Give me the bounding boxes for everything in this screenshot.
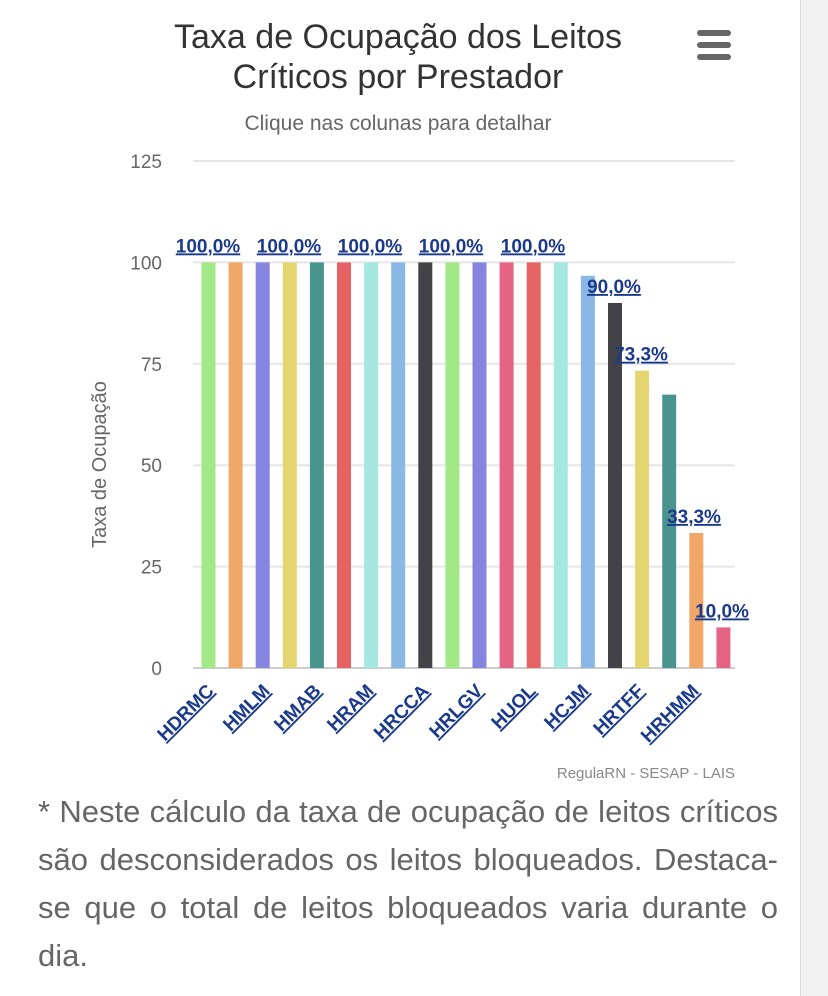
bar-1[interactable]: [201, 262, 216, 668]
data-label[interactable]: 100,0%: [338, 236, 403, 257]
bar-4[interactable]: [282, 262, 297, 668]
bar-8[interactable]: [391, 262, 406, 668]
bar-11[interactable]: [472, 262, 487, 668]
hamburger-icon: [697, 30, 731, 36]
data-label[interactable]: 33,3%: [667, 507, 721, 528]
data-label[interactable]: 100,0%: [257, 236, 322, 257]
card-border: [800, 0, 801, 996]
x-category-label[interactable]: HMAB: [270, 681, 325, 736]
bar-2[interactable]: [228, 262, 243, 668]
x-category-label[interactable]: HDRMC: [154, 680, 219, 745]
y-tick-label: 0: [151, 659, 162, 680]
bar-9[interactable]: [418, 262, 433, 668]
data-label[interactable]: 100,0%: [501, 236, 566, 257]
x-category-label[interactable]: HRLGV: [426, 680, 488, 742]
data-label[interactable]: 73,3%: [614, 345, 668, 366]
chart-title-line-2: Críticos por Prestador: [232, 58, 564, 96]
x-category-label[interactable]: HCJM: [541, 681, 594, 734]
chart-menu-button[interactable]: [690, 26, 738, 64]
bar-12[interactable]: [499, 262, 514, 668]
y-tick-label: 125: [130, 152, 162, 173]
y-tick-label: 25: [141, 558, 162, 579]
x-category-label[interactable]: HMLM: [219, 681, 274, 736]
bar-10[interactable]: [445, 262, 460, 668]
bar-20[interactable]: [716, 627, 731, 668]
hamburger-icon-line: [697, 54, 731, 60]
footnote-text: * Neste cálculo da taxa de ocupação de l…: [38, 794, 778, 973]
x-category-label[interactable]: HRCCA: [370, 680, 434, 744]
data-label[interactable]: 90,0%: [587, 277, 641, 298]
bar-19[interactable]: [689, 532, 704, 668]
data-label[interactable]: 100,0%: [176, 236, 241, 257]
x-category-label[interactable]: HRHMM: [637, 681, 703, 747]
bar-14[interactable]: [553, 262, 568, 668]
y-tick-label: 50: [141, 456, 162, 477]
bar-17[interactable]: [635, 370, 650, 668]
bar-13[interactable]: [526, 262, 541, 668]
bar-3[interactable]: [255, 262, 270, 668]
y-axis-label: Taxa de Ocupação: [89, 381, 111, 548]
bar-15[interactable]: [580, 275, 595, 668]
hamburger-icon-line: [697, 42, 731, 48]
bar-6[interactable]: [337, 262, 351, 668]
y-tick-label: 75: [141, 355, 162, 376]
bar-18[interactable]: [662, 394, 677, 668]
data-label[interactable]: 100,0%: [419, 236, 484, 257]
y-tick-label: 100: [130, 253, 162, 274]
bar-7[interactable]: [364, 262, 379, 668]
bar-5[interactable]: [309, 262, 324, 668]
chart-title: Taxa de Ocupação dos Leitos Críticos por…: [120, 17, 676, 97]
x-category-label[interactable]: HRAM: [323, 681, 378, 736]
data-label[interactable]: 10,0%: [695, 601, 749, 622]
chart-subtitle: Clique nas colunas para detalhar: [244, 112, 552, 135]
bar-16[interactable]: [608, 302, 622, 668]
x-category-label[interactable]: HUOL: [488, 680, 541, 733]
chart-title-line-1: Taxa de Ocupação dos Leitos: [174, 18, 622, 56]
chart-plot: 0 25 50 75 100 125 Taxa de Ocupação 100,0% 100,0…: [89, 152, 749, 747]
chart-credits[interactable]: RegulaRN - SESAP - LAIS: [556, 765, 735, 782]
